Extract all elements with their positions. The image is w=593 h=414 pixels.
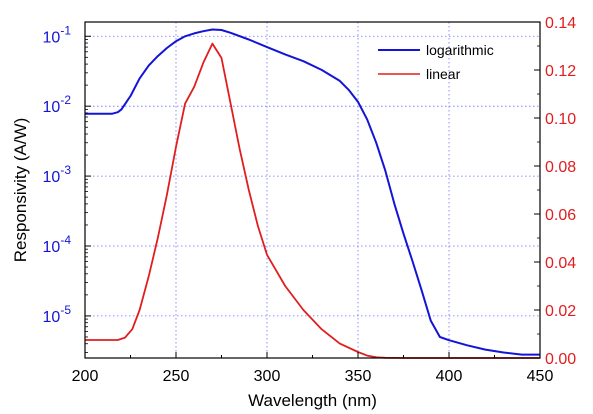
y-right-tick-label: 0.02	[545, 303, 576, 320]
y-right-tick-label: 0.08	[545, 159, 576, 176]
plot-frame	[84, 21, 541, 359]
x-tick-label: 450	[527, 368, 554, 385]
grid-lines	[85, 22, 540, 358]
y-right-tick-label: 0.14	[545, 15, 576, 32]
y-left-tick-label: 10-3	[43, 163, 72, 186]
axis-ticks: 200 250 300 350 400 450 10-5 10-4 10-3 10-2 10-1 0.…	[43, 15, 577, 385]
y-right-tick-label: 0.04	[545, 255, 576, 272]
y-left-tick-label: 10-2	[43, 93, 72, 116]
x-tick-label: 200	[72, 368, 99, 385]
series-line-logarithmic	[85, 28, 540, 356]
x-tick-label: 400	[436, 368, 463, 385]
y-right-tick-label: 0.12	[545, 63, 576, 80]
y-axis-title-left: Responsivity (A/W)	[11, 118, 30, 263]
legend-label-logarithmic: logarithmic	[426, 42, 494, 58]
series-line-linear	[85, 42, 540, 359]
series-lines	[85, 28, 540, 359]
legend: logarithmic linear	[378, 42, 494, 82]
y-left-tick-label: 10-1	[43, 23, 72, 46]
y-right-tick-label: 0.06	[545, 207, 576, 224]
y-right-tick-label: 0.00	[545, 351, 576, 368]
x-tick-label: 350	[345, 368, 372, 385]
x-tick-label: 300	[254, 368, 281, 385]
y-right-tick-label: 0.10	[545, 111, 576, 128]
y-left-tick-label: 10-5	[43, 303, 72, 326]
y-left-tick-label: 10-4	[43, 233, 72, 256]
legend-label-linear: linear	[426, 66, 461, 82]
x-axis-title: Wavelength (nm)	[248, 391, 377, 410]
x-tick-label: 250	[163, 368, 190, 385]
